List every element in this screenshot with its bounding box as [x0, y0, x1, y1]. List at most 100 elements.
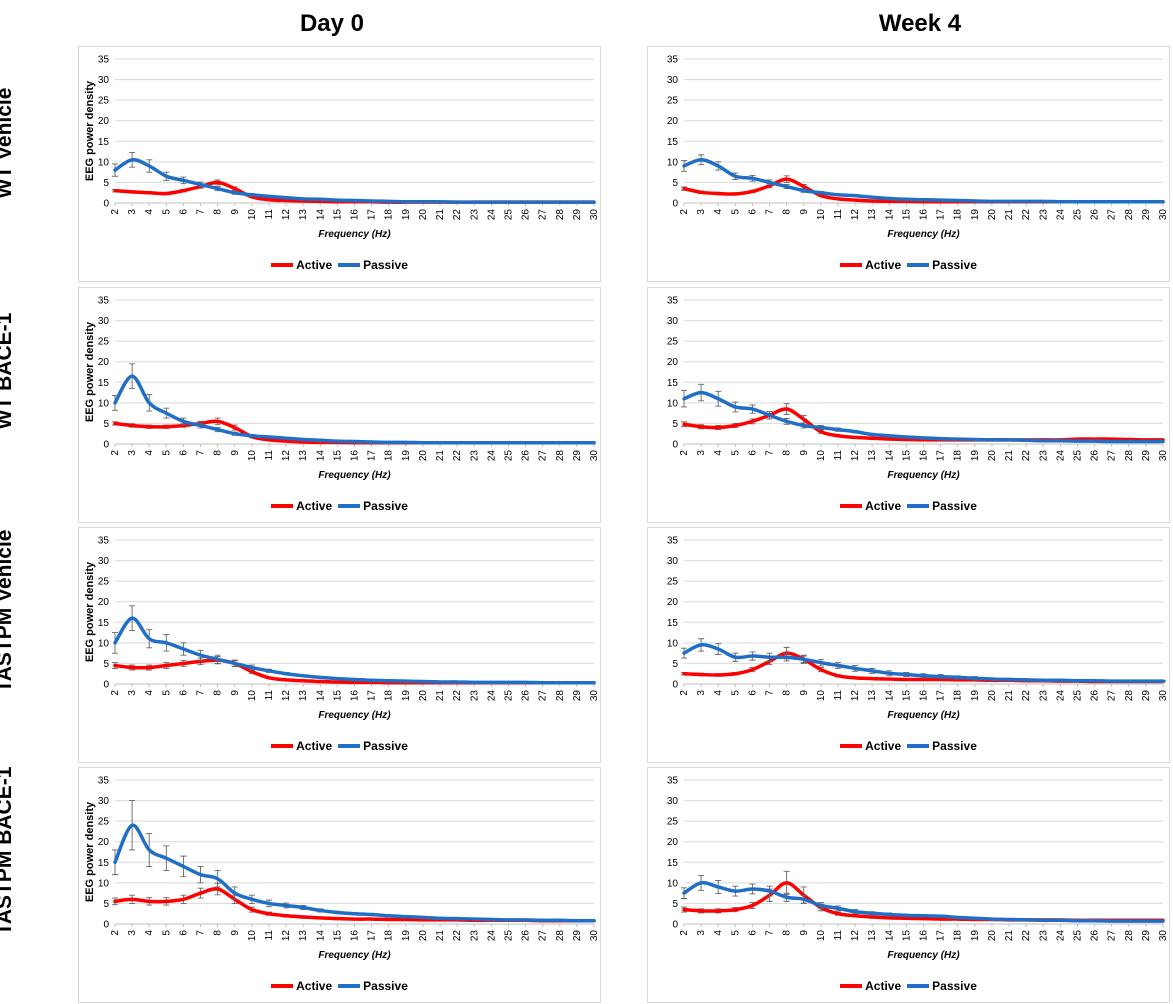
x-tick-label: 7: [196, 690, 207, 696]
x-tick-label: 3: [696, 450, 707, 456]
x-tick-label: 10: [247, 930, 258, 942]
x-tick-label: 2: [679, 690, 690, 696]
x-tick-label: 5: [161, 209, 172, 215]
legend: Active Passive: [648, 256, 1169, 272]
x-tick-label: 8: [782, 690, 793, 696]
x-tick-label: 4: [144, 450, 155, 456]
x-tick-label: 3: [127, 209, 138, 215]
y-tick-label: 5: [103, 899, 109, 910]
legend-label: Passive: [932, 979, 977, 993]
x-tick-label: 28: [1124, 690, 1135, 702]
x-tick-label: 7: [765, 209, 776, 215]
y-tick-label: 5: [672, 659, 678, 670]
x-tick-label: 27: [1107, 209, 1118, 221]
x-tick-label: 20: [418, 450, 429, 462]
legend-item: Passive: [907, 739, 977, 753]
x-tick-label: 3: [127, 450, 138, 456]
y-tick-label: 20: [667, 357, 679, 368]
chart-panel: 0 5 10 15 20 25 30 35 2 3 4 5 6 7 8 9 10 11 12 13 14 15 16 17 18…: [78, 767, 601, 1003]
x-tick-label: 16: [350, 690, 361, 702]
x-tick-label: 16: [350, 209, 361, 221]
series-line-passive: [682, 643, 1165, 683]
x-tick-label: 30: [589, 930, 600, 942]
x-tick-label: 12: [281, 930, 292, 942]
x-tick-label: 12: [281, 450, 292, 462]
x-tick-label: 13: [867, 930, 878, 942]
y-tick-label: 0: [672, 920, 678, 931]
x-tick-label: 18: [384, 930, 395, 942]
y-tick-label: 10: [98, 878, 110, 889]
x-tick-label: 26: [521, 690, 532, 702]
x-tick-label: 19: [970, 690, 981, 702]
x-tick-label: 14: [315, 930, 326, 942]
x-tick-label: 30: [589, 450, 600, 462]
y-tick-label: 25: [98, 96, 110, 107]
x-tick-label: 3: [696, 930, 707, 936]
x-tick-label: 7: [196, 450, 207, 456]
y-tick-label: 35: [667, 776, 679, 787]
x-tick-label: 8: [213, 209, 224, 215]
y-tick-label: 5: [672, 178, 678, 189]
series-line-active: [682, 407, 1165, 442]
x-tick-label: 10: [816, 690, 827, 702]
legend-swatch: [271, 263, 294, 267]
x-tick-label: 27: [538, 209, 549, 221]
x-tick-label: 3: [127, 690, 138, 696]
x-tick-label: 8: [782, 930, 793, 936]
legend-label: Active: [296, 258, 333, 272]
x-tick-label: 25: [1072, 209, 1083, 221]
x-axis-label: Frequency (Hz): [318, 950, 391, 961]
x-tick-label: 10: [247, 209, 258, 221]
y-tick-label: 15: [667, 378, 679, 389]
x-tick-label: 30: [589, 690, 600, 702]
legend-item: Active: [840, 739, 901, 753]
legend-label: Passive: [363, 739, 408, 753]
legend-swatch: [907, 984, 930, 988]
series-line-active: [113, 419, 596, 445]
x-axis-label: Frequency (Hz): [318, 229, 391, 240]
y-tick-label: 15: [667, 858, 679, 869]
legend: Active Passive: [648, 977, 1169, 993]
x-tick-label: 22: [1021, 690, 1032, 702]
x-tick-label: 16: [350, 930, 361, 942]
x-tick-label: 3: [127, 930, 138, 936]
legend-label: Active: [296, 499, 333, 513]
x-tick-label: 30: [1158, 690, 1169, 702]
x-tick-label: 12: [281, 209, 292, 221]
x-tick-label: 15: [332, 690, 343, 702]
x-tick-label: 19: [401, 690, 412, 702]
x-tick-label: 22: [452, 209, 463, 221]
legend-swatch: [907, 263, 930, 267]
x-tick-label: 12: [850, 930, 861, 942]
y-tick-label: 20: [98, 116, 110, 127]
y-tick-label: 25: [98, 337, 110, 348]
legend-item: Active: [840, 499, 901, 513]
x-tick-label: 10: [816, 209, 827, 221]
x-tick-label: 21: [1004, 209, 1015, 221]
x-tick-label: 27: [538, 450, 549, 462]
x-tick-label: 26: [1090, 690, 1101, 702]
x-tick-label: 17: [936, 209, 947, 221]
x-tick-label: 30: [1158, 930, 1169, 942]
x-tick-label: 9: [230, 930, 241, 936]
y-tick-label: 20: [667, 116, 679, 127]
x-tick-label: 2: [110, 209, 121, 215]
x-axis-label: Frequency (Hz): [887, 470, 960, 481]
x-tick-label: 13: [298, 209, 309, 221]
x-tick-label: 19: [970, 209, 981, 221]
x-tick-label: 29: [572, 930, 583, 942]
x-tick-label: 13: [298, 690, 309, 702]
x-tick-label: 10: [816, 930, 827, 942]
x-tick-label: 17: [367, 209, 378, 221]
x-tick-label: 13: [867, 450, 878, 462]
legend-item: Active: [271, 258, 332, 272]
y-tick-label: 30: [667, 796, 679, 807]
legend-label: Active: [865, 499, 902, 513]
legend-item: Active: [840, 979, 901, 993]
x-tick-label: 29: [1141, 930, 1152, 942]
y-tick-label: 30: [98, 316, 110, 327]
x-tick-label: 22: [452, 930, 463, 942]
x-tick-label: 15: [901, 690, 912, 702]
x-tick-label: 13: [867, 209, 878, 221]
